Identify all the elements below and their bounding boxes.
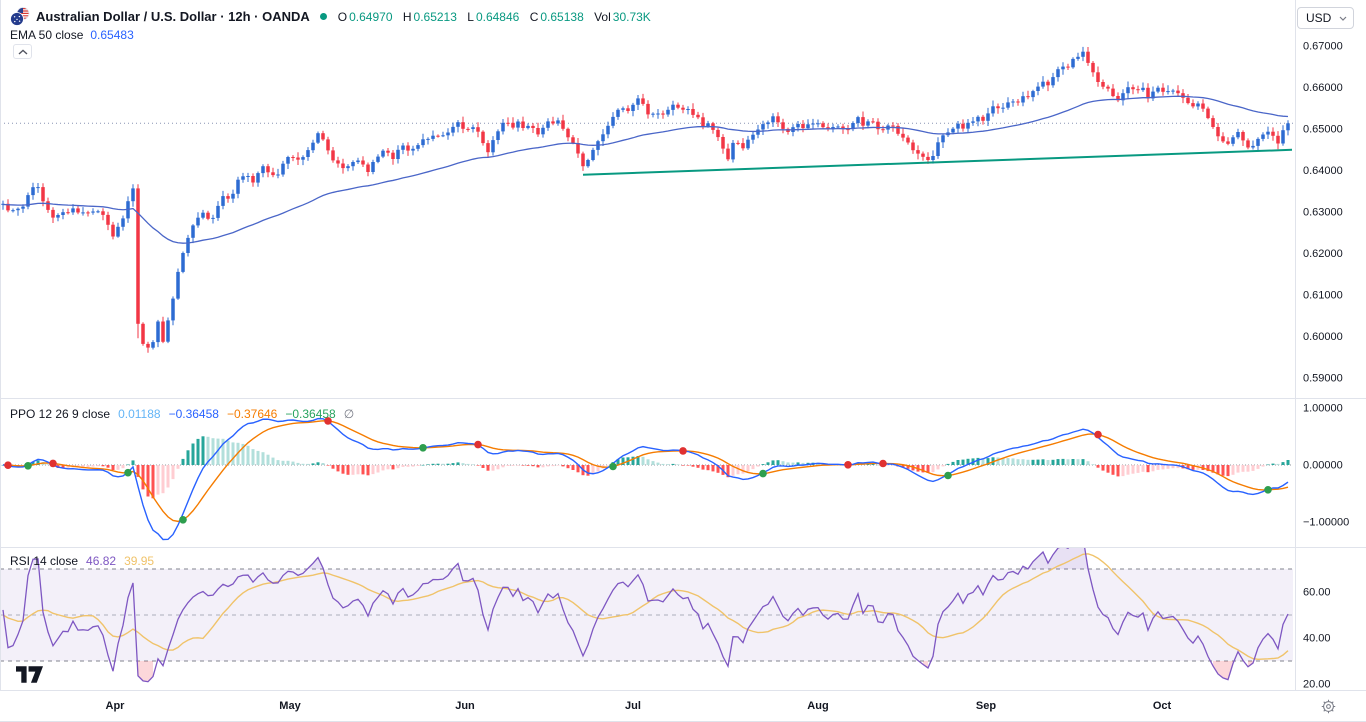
rsi-axis-label: 60.00 bbox=[1303, 587, 1331, 599]
price-axis-label: 0.67000 bbox=[1303, 41, 1343, 53]
ppo-bullish-cross-dot bbox=[179, 516, 187, 524]
ppo-signal-line bbox=[2, 420, 1289, 523]
ppo-signal-value: −0.37646 bbox=[226, 407, 278, 421]
market-status-icon[interactable] bbox=[319, 13, 327, 20]
rsi-band bbox=[0, 569, 1293, 661]
ppo-line-value: −0.36458 bbox=[168, 407, 219, 421]
low-value: 0.64846 bbox=[475, 9, 520, 24]
open-value: 0.64970 bbox=[349, 9, 393, 24]
ppo-bearish-cross-dot bbox=[844, 461, 852, 469]
volume-label: Vol bbox=[594, 9, 611, 24]
ppo-axis-label: 1.00000 bbox=[1303, 403, 1343, 415]
ppo-bullish-cross-dot bbox=[609, 462, 617, 471]
rsi-value: 46.82 bbox=[86, 554, 117, 568]
volume-value: 30.73K bbox=[612, 9, 651, 24]
ppo-bearish-cross-dot bbox=[474, 440, 482, 449]
open-label: O bbox=[337, 9, 348, 24]
ema-legend: EMA 50 close 0.65483 bbox=[10, 27, 134, 43]
rsi-legend-title[interactable]: RSI 14 close bbox=[10, 554, 79, 568]
ppo-empty-value-icon: ∅ bbox=[343, 407, 355, 421]
high-value: 0.65213 bbox=[413, 9, 457, 24]
ppo-bullish-cross-dot bbox=[1264, 486, 1272, 494]
time-axis-label: Jun bbox=[455, 700, 475, 712]
symbol-title[interactable]: Australian Dollar / U.S. Dollar · 12h · … bbox=[36, 8, 310, 24]
price-axis-label: 0.59000 bbox=[1303, 373, 1343, 385]
price-axis-label: 0.61000 bbox=[1303, 290, 1343, 302]
currency-selector-button[interactable]: USD bbox=[1297, 7, 1354, 29]
ohlc-values: O 0.64970 H 0.65213 L 0.64846 C 0.65138 Vol 3… bbox=[331, 9, 651, 25]
ppo-bearish-cross-dot bbox=[679, 447, 687, 455]
time-axis-label: Jul bbox=[625, 700, 641, 712]
symbol-pair-logo-icon bbox=[10, 7, 30, 26]
price-axis-label: 0.66000 bbox=[1303, 82, 1343, 94]
ppo-axis-label: −1.00000 bbox=[1303, 517, 1349, 529]
ppo-line bbox=[2, 417, 1289, 541]
currency-selector-value: USD bbox=[1306, 11, 1332, 25]
time-axis-label: Aug bbox=[807, 700, 828, 712]
ppo-bearish-cross-dot bbox=[49, 459, 57, 468]
ppo-bullish-cross-dot bbox=[759, 469, 767, 478]
main-chart-legend: Australian Dollar / U.S. Dollar · 12h · … bbox=[10, 7, 651, 26]
collapse-legend-button[interactable] bbox=[13, 44, 32, 59]
price-axis[interactable] bbox=[1294, 0, 1366, 690]
rsi-axis-label: 40.00 bbox=[1303, 633, 1331, 645]
price-panel[interactable] bbox=[0, 46, 1293, 353]
rsi-zone-fill bbox=[33, 559, 38, 569]
price-axis-label: 0.63000 bbox=[1303, 207, 1343, 219]
ppo-legend: PPO 12 26 9 close 0.01188 −0.36458 −0.37… bbox=[10, 406, 354, 422]
axis-settings-gear-icon[interactable] bbox=[1321, 699, 1336, 719]
ppo-dots-value: −0.36458 bbox=[285, 407, 336, 421]
chevron-up-icon bbox=[18, 48, 27, 55]
ppo-bearish-cross-dot bbox=[1094, 430, 1102, 439]
ppo-bearish-cross-dot bbox=[4, 461, 12, 470]
ppo-legend-title[interactable]: PPO 12 26 9 close bbox=[10, 407, 111, 421]
rsi-zone-fill bbox=[1213, 661, 1233, 680]
rsi-legend: RSI 14 close 46.82 39.95 bbox=[10, 553, 154, 569]
close-value: 0.65138 bbox=[540, 9, 584, 24]
close-label: C bbox=[529, 9, 539, 24]
time-axis-label: Apr bbox=[106, 700, 126, 712]
price-axis-label: 0.62000 bbox=[1303, 248, 1343, 260]
ppo-bullish-cross-dot bbox=[24, 462, 32, 470]
ppo-bearish-cross-dot bbox=[324, 417, 332, 425]
time-axis[interactable] bbox=[0, 691, 1366, 722]
ppo-hist-value: 0.01188 bbox=[118, 407, 161, 421]
ppo-panel[interactable] bbox=[0, 417, 1293, 541]
ppo-bearish-cross-dot bbox=[879, 459, 887, 468]
rsi-ma-line bbox=[2, 553, 1289, 661]
candles[interactable] bbox=[1, 46, 1290, 353]
time-axis-label: Sep bbox=[976, 700, 996, 712]
price-axis-label: 0.64000 bbox=[1303, 165, 1343, 177]
rsi-zone-fill bbox=[923, 661, 928, 668]
rsi-zone-fill bbox=[138, 661, 153, 682]
rsi-axis-label: 20.00 bbox=[1303, 679, 1331, 691]
rsi-zone-fill bbox=[1023, 548, 1088, 569]
ema-legend-title[interactable]: EMA 50 close bbox=[10, 28, 84, 42]
rsi-panel[interactable] bbox=[0, 537, 1293, 683]
tradingview-logo-icon[interactable] bbox=[16, 666, 43, 688]
rsi-ma-value: 39.95 bbox=[124, 554, 155, 568]
high-label: H bbox=[402, 9, 412, 24]
time-axis-label: Oct bbox=[1153, 700, 1172, 712]
rsi-line bbox=[2, 548, 1289, 683]
chevron-down-icon bbox=[1339, 16, 1347, 21]
ppo-bullish-cross-dot bbox=[944, 471, 952, 480]
time-axis-label: May bbox=[279, 700, 301, 712]
price-axis-label: 0.60000 bbox=[1303, 331, 1343, 343]
price-axis-label: 0.65000 bbox=[1303, 124, 1343, 136]
ema-50-line bbox=[2, 95, 1289, 244]
support-trendline[interactable] bbox=[582, 148, 1293, 176]
low-label: L bbox=[467, 9, 474, 24]
ppo-axis-label: 0.00000 bbox=[1303, 460, 1343, 472]
ppo-bullish-cross-dot bbox=[124, 468, 132, 477]
ppo-bullish-cross-dot bbox=[419, 444, 427, 452]
ppo-histogram bbox=[1, 436, 1290, 499]
ema-legend-value: 0.65483 bbox=[90, 28, 134, 42]
